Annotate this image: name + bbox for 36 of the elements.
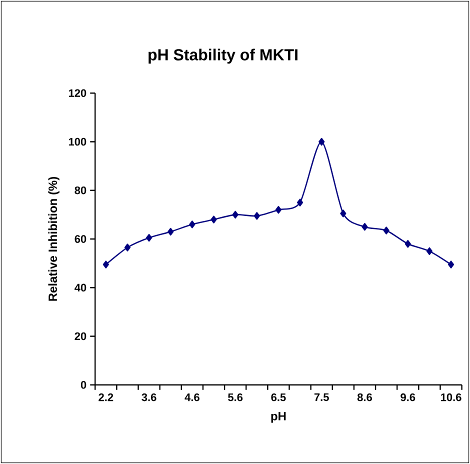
point	[318, 138, 325, 146]
y-tick-label: 20	[74, 332, 86, 340]
y-tick-label: 100	[68, 138, 86, 146]
point	[340, 210, 346, 218]
point	[275, 206, 282, 214]
x-tick-label: 2.2	[98, 393, 114, 402]
point	[404, 240, 411, 248]
point	[210, 216, 217, 224]
y-tick-label: 120	[68, 89, 86, 98]
point	[146, 234, 152, 242]
point	[448, 260, 454, 268]
point	[296, 198, 304, 206]
x-tick-label: 8.6	[357, 393, 372, 402]
x-tick-label: 5.6	[228, 393, 243, 402]
x-tick-label: 7.5	[314, 393, 329, 402]
x-axis-title: pH	[271, 412, 286, 423]
x-tick-label: 6.5	[271, 393, 286, 402]
point	[383, 226, 390, 234]
x-tick-label: 4.6	[184, 393, 200, 402]
y-tick-label: 0	[80, 380, 86, 389]
point	[189, 220, 196, 228]
y-axis-title: Relative Inhibition (%)	[48, 176, 60, 301]
x-tick-label: 10.6	[441, 393, 462, 402]
x-tick-label: 3.6	[142, 393, 156, 402]
point	[124, 244, 131, 252]
point	[102, 260, 109, 268]
point	[168, 228, 174, 236]
x-tick-label: 9.6	[400, 393, 416, 402]
point	[232, 210, 238, 219]
point	[254, 212, 260, 220]
chart-title: pH Stability of MKTI	[148, 48, 298, 64]
point	[426, 247, 432, 255]
y-tick-label: 40	[74, 284, 86, 292]
point	[362, 222, 368, 231]
y-tick-label: 60	[74, 235, 86, 243]
y-tick-label: 80	[74, 186, 86, 194]
